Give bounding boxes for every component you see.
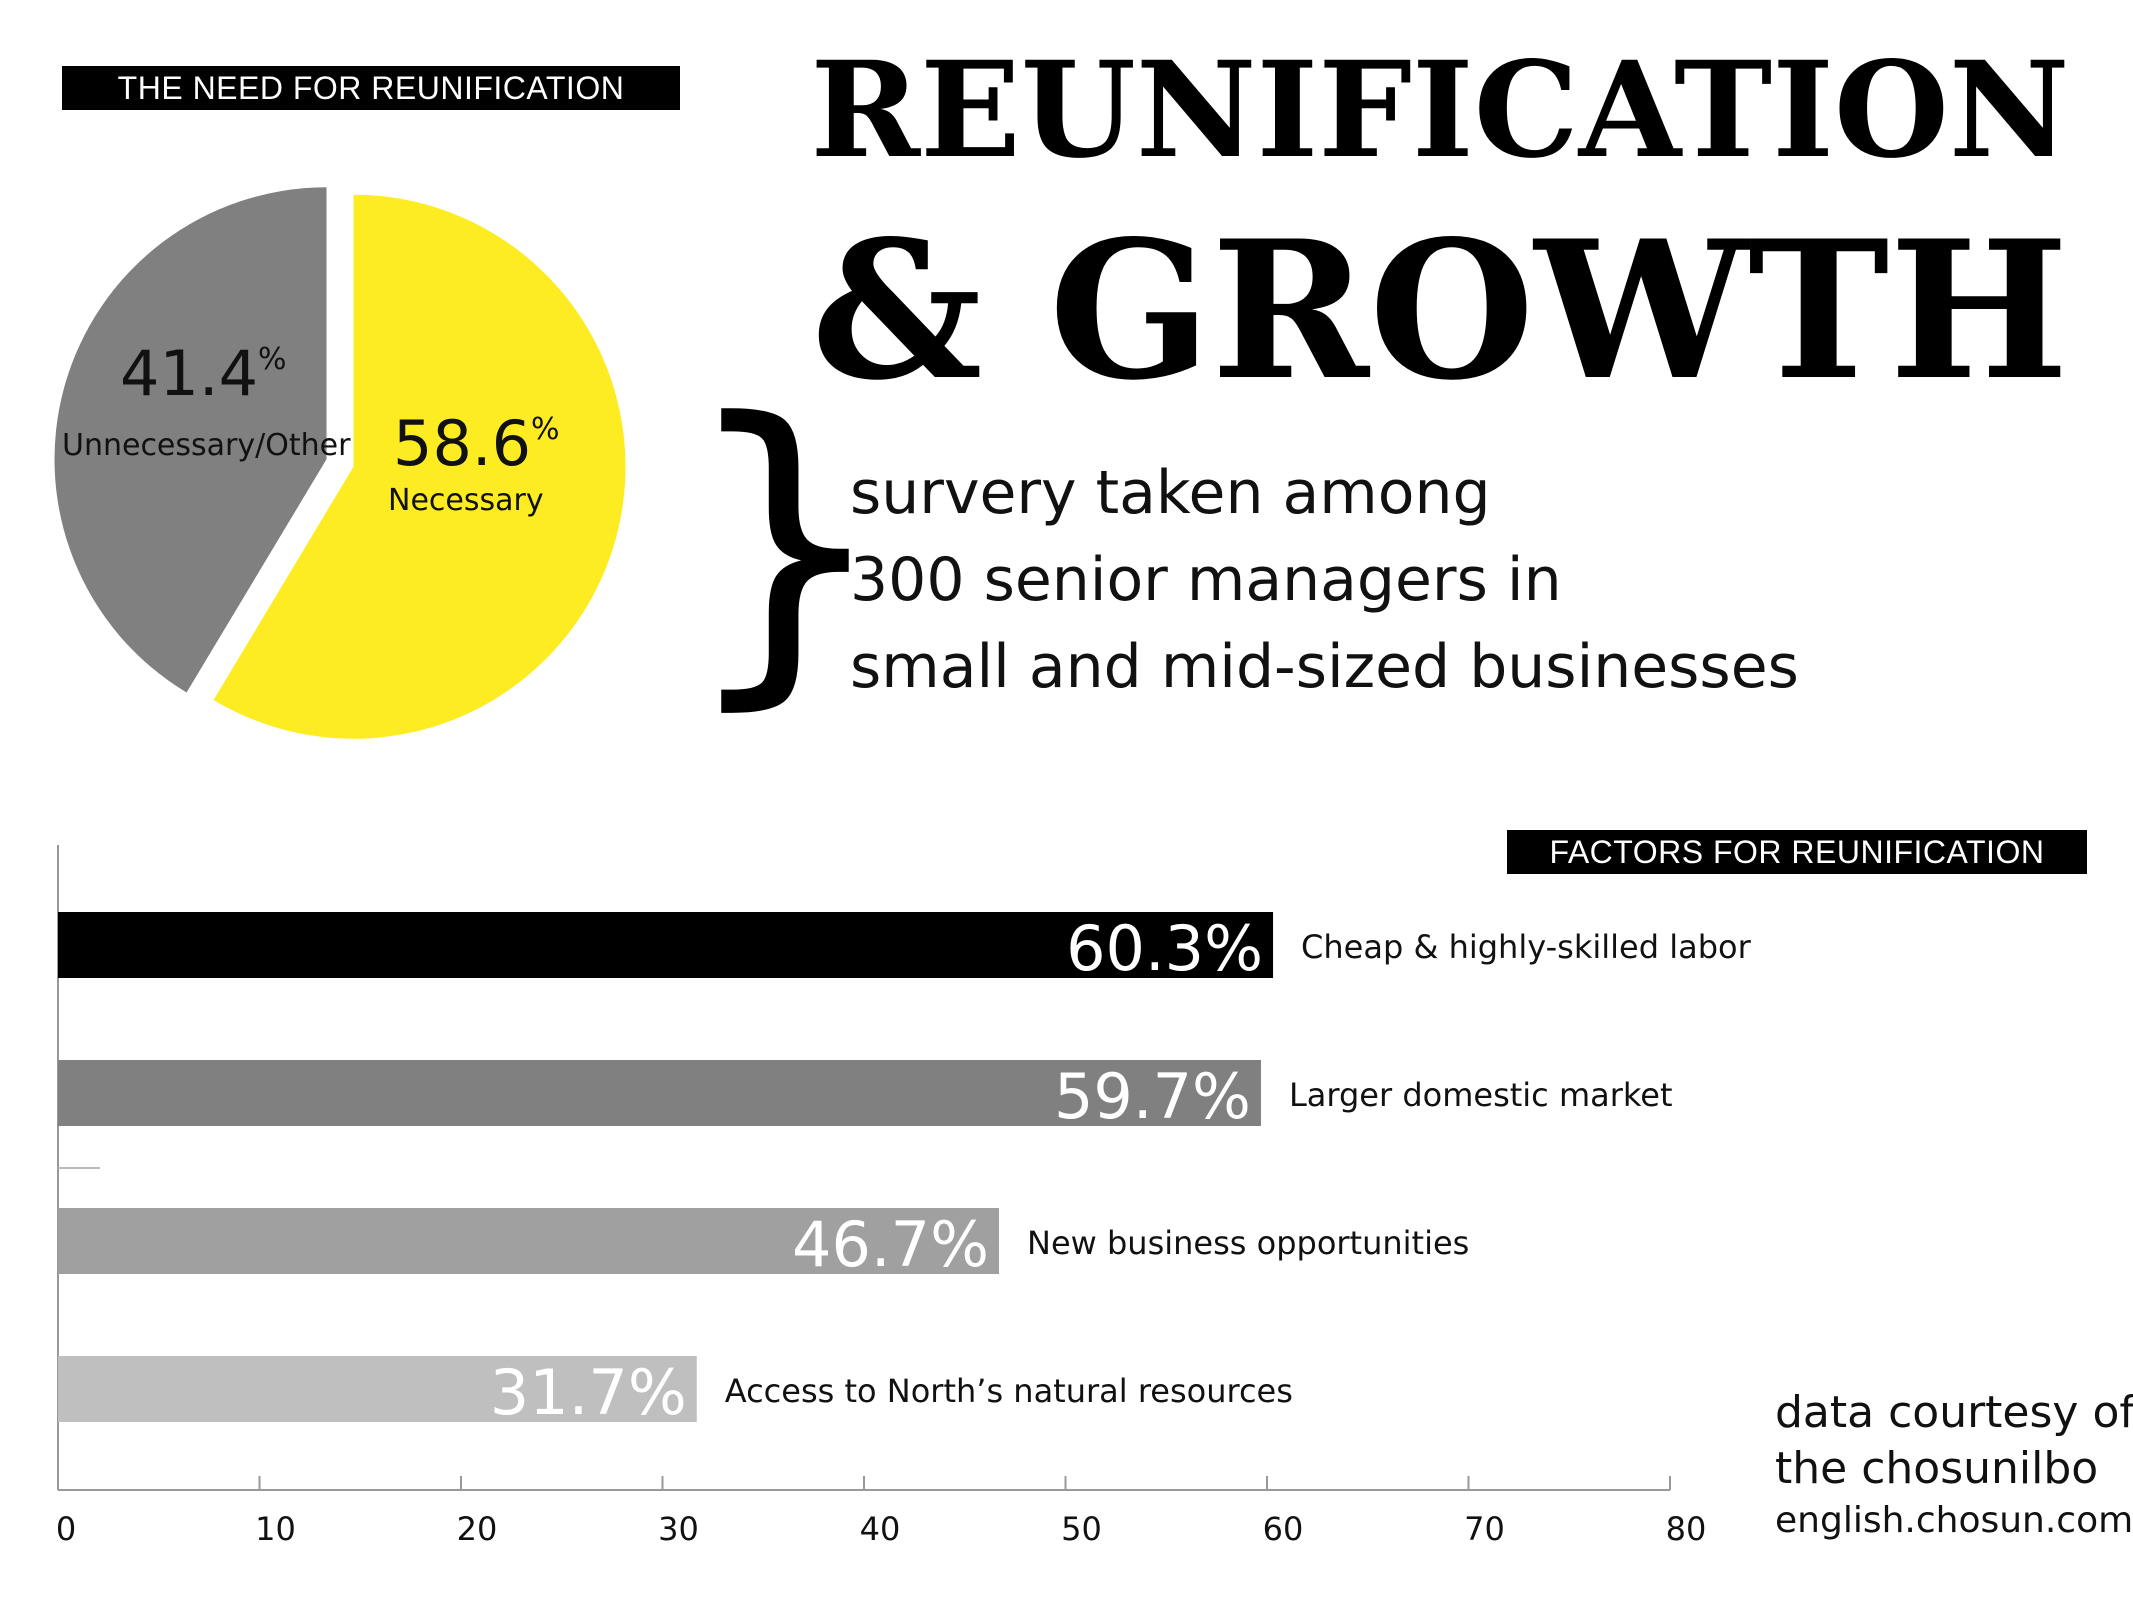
x-tick-label: 70 — [1464, 1510, 1505, 1548]
x-tick-label: 0 — [56, 1510, 76, 1548]
data-credit: data courtesy of the chosunilbo english.… — [1775, 1385, 2133, 1544]
bar — [58, 1356, 697, 1422]
pie-chart-title: THE NEED FOR REUNIFICATION — [62, 66, 680, 110]
pie-value-unnecessary-other: 41.4% — [120, 337, 287, 410]
x-tick-label: 50 — [1061, 1510, 1102, 1548]
pie-value-necessary-number: 58.6 — [393, 407, 531, 480]
pie-label-necessary: Necessary — [388, 483, 544, 518]
credit-site: english.chosun.com — [1775, 1499, 2133, 1541]
bar — [58, 1060, 1261, 1126]
headline: REUNIFICATION & GROWTH — [770, 20, 2110, 421]
bar — [58, 912, 1274, 978]
bar-value-label: 60.3% — [1066, 912, 1263, 985]
pie-value-unnecessary-other-number: 41.4 — [120, 337, 258, 410]
bar-category-label: Cheap & highly-skilled labor — [1301, 928, 1752, 966]
pie-value-unnecessary-other-unit: % — [258, 342, 287, 377]
x-tick-label: 30 — [658, 1510, 699, 1548]
bar-value-label: 59.7% — [1054, 1060, 1251, 1133]
bar-value-label: 31.7% — [490, 1356, 687, 1429]
x-tick-label: 40 — [860, 1510, 901, 1548]
pie-value-necessary: 58.6% — [393, 407, 560, 480]
pie-label-unnecessary-other: Unnecessary/Other — [62, 428, 351, 463]
bar-chart-title: FACTORS FOR REUNIFICATION — [1507, 830, 2087, 874]
survey-note: survery taken among 300 senior managers … — [850, 450, 1850, 711]
survey-note-line: small and mid-sized businesses — [850, 632, 1799, 702]
bar-category-label: Larger domestic market — [1289, 1076, 1673, 1114]
survey-note-line: survery taken among — [850, 458, 1491, 528]
bar-value-label: 46.7% — [792, 1208, 989, 1281]
x-tick-label: 10 — [255, 1510, 296, 1548]
pie-value-necessary-unit: % — [531, 412, 560, 447]
pie-slice-unnecessary-other — [54, 187, 327, 693]
headline-line-2: & GROWTH — [811, 199, 2069, 423]
credit-line: the chosunilbo — [1775, 1443, 2099, 1495]
credit-line: data courtesy of — [1775, 1387, 2133, 1438]
x-tick-label: 60 — [1263, 1510, 1304, 1548]
bar-category-label: Access to North’s natural resources — [725, 1372, 1293, 1410]
right-brace-glyph: } — [680, 353, 890, 737]
pie-slice-necessary — [213, 194, 626, 739]
x-tick-label: 20 — [457, 1510, 498, 1548]
survey-note-line: 300 senior managers in — [850, 545, 1562, 615]
bar — [58, 1208, 1000, 1274]
headline-line-1: REUNIFICATION — [810, 33, 2070, 188]
bar-category-label: New business opportunities — [1027, 1224, 1469, 1262]
x-tick-label: 80 — [1666, 1510, 1707, 1548]
